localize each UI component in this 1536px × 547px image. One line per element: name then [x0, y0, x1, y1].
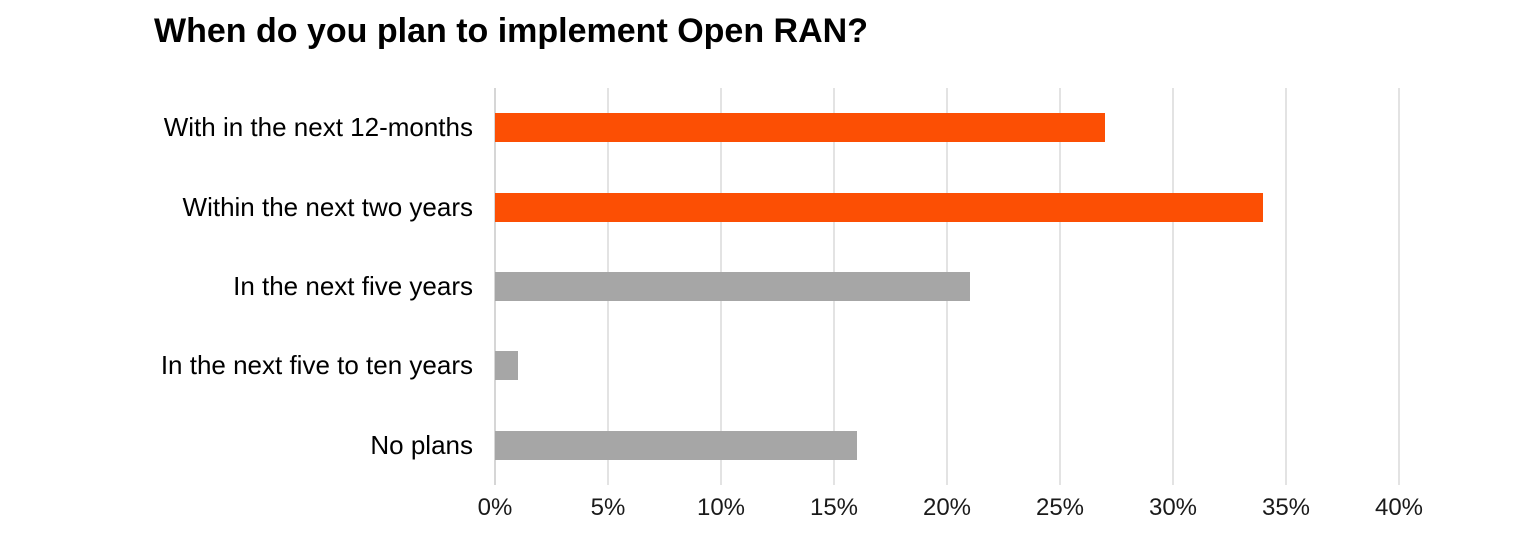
x-tick-label: 35%: [1261, 494, 1311, 521]
category-label: In the next five years: [233, 270, 473, 301]
category-label: In the next five to ten years: [160, 350, 473, 381]
x-tick-label: 20%: [922, 494, 972, 521]
category-axis-labels: With in the next 12-months Within the nex…: [0, 88, 473, 485]
x-tick-label: 5%: [590, 494, 626, 521]
bar-row: [495, 247, 1399, 326]
gridline: [1285, 88, 1287, 485]
x-tick-label: 40%: [1374, 494, 1424, 521]
bar-row: [495, 167, 1399, 246]
x-tick-label: 30%: [1148, 494, 1198, 521]
category-label: With in the next 12-months: [163, 112, 473, 143]
bar-rows: [495, 88, 1399, 485]
bar-row: [495, 326, 1399, 405]
bar-1: [495, 113, 1106, 143]
x-tick-label: 15%: [809, 494, 859, 521]
x-tick-label: 0%: [477, 494, 513, 521]
bar-row: [495, 406, 1399, 485]
gridline: [1059, 88, 1061, 485]
category-label: No plans: [370, 429, 473, 460]
gridline: [1172, 88, 1174, 485]
chart-title: When do you plan to implement Open RAN?: [154, 12, 868, 50]
plot-area: [494, 88, 1400, 485]
bar-4: [495, 351, 518, 381]
gridline: [1398, 88, 1400, 485]
bar-5: [495, 430, 857, 460]
bar-row: [495, 88, 1399, 167]
category-label: Within the next two years: [182, 191, 473, 222]
x-tick-label: 25%: [1035, 494, 1085, 521]
bar-3: [495, 271, 970, 301]
x-tick-label: 10%: [696, 494, 746, 521]
bar-2: [495, 192, 1264, 222]
